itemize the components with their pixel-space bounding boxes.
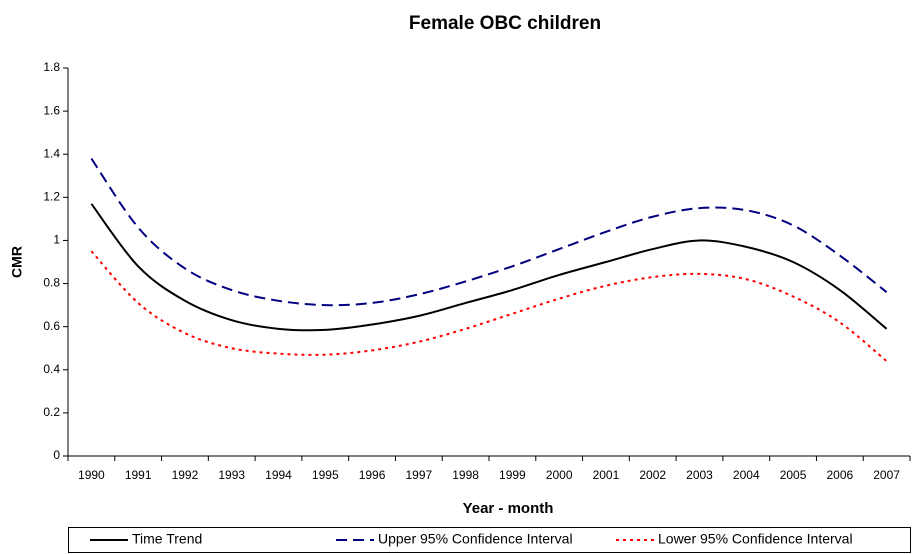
x-tick-label: 1993 [218, 468, 245, 482]
y-tick-label: 0.8 [43, 276, 60, 290]
x-tick-label: 1994 [265, 468, 292, 482]
x-tick-label: 2006 [826, 468, 853, 482]
x-tick-label: 2004 [733, 468, 760, 482]
y-tick-label: 1.2 [43, 190, 60, 204]
x-tick-label: 1995 [312, 468, 339, 482]
series-line [90, 157, 888, 307]
x-tick-label: 1998 [452, 468, 479, 482]
y-tick-label: 0.4 [43, 362, 60, 376]
y-axis-title: CMR [9, 246, 25, 278]
x-tick-label: 1991 [125, 468, 152, 482]
x-tick-label: 1992 [172, 468, 199, 482]
x-tick-label: 1990 [78, 468, 105, 482]
y-tick-label: 1.6 [43, 103, 60, 117]
series-line [90, 203, 888, 332]
y-tick-label: 1.8 [43, 60, 60, 74]
x-axis-title: Year - month [463, 500, 554, 517]
x-tick-label: 2000 [546, 468, 573, 482]
y-tick-label: 1 [53, 233, 60, 247]
x-tick-label: 2003 [686, 468, 713, 482]
legend: Time Trend Upper 95% Confidence Interval L… [68, 527, 911, 553]
y-tick-label: 0.6 [43, 319, 60, 333]
x-tick-label: 2001 [593, 468, 620, 482]
chart-title: Female OBC children [409, 13, 601, 34]
x-tick-label: 2005 [780, 468, 807, 482]
y-tick-label: 1.4 [43, 146, 60, 160]
y-tick-label: 0.2 [43, 405, 60, 419]
x-tick-label: 2007 [873, 468, 900, 482]
x-tick-label: 2002 [639, 468, 666, 482]
legend-label: Lower 95% Confidence Interval [658, 531, 853, 547]
legend-box [68, 527, 911, 553]
x-tick-label: 1999 [499, 468, 526, 482]
series-line [90, 250, 888, 362]
x-tick-label: 1997 [405, 468, 432, 482]
x-tick-label: 1996 [359, 468, 386, 482]
legend-label: Upper 95% Confidence Interval [378, 531, 573, 547]
y-tick-label: 0 [53, 448, 60, 462]
legend-label: Time Trend [132, 531, 202, 547]
